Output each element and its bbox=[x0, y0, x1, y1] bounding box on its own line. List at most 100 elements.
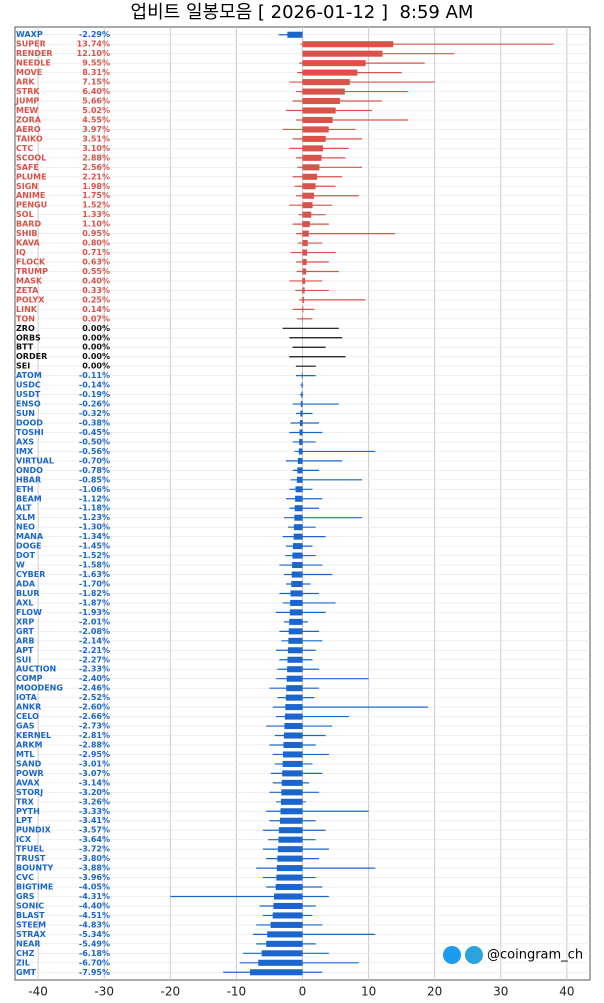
ticker-label: BIGTIME bbox=[16, 883, 53, 892]
bar bbox=[303, 51, 383, 57]
ticker-label: ZRO bbox=[16, 324, 35, 333]
value-label: -5.49% bbox=[79, 939, 110, 948]
bar bbox=[292, 571, 303, 577]
ticker-label: MASK bbox=[16, 276, 43, 285]
ticker-label: STEEM bbox=[16, 920, 46, 929]
ticker-label: NEEDLE bbox=[16, 59, 51, 68]
ticker-label: XRP bbox=[16, 617, 34, 626]
bar bbox=[301, 392, 302, 398]
value-label: -1.58% bbox=[79, 561, 110, 570]
ticker-label: SCOOL bbox=[16, 153, 46, 162]
bar bbox=[302, 373, 303, 379]
value-label: 4.55% bbox=[82, 115, 110, 124]
x-tick-label: -10 bbox=[227, 985, 247, 999]
ticker-label: PYTH bbox=[16, 807, 40, 816]
bar bbox=[294, 524, 303, 530]
bar bbox=[281, 799, 303, 805]
ticker-label: CVC bbox=[16, 873, 34, 882]
ticker-label: BTT bbox=[16, 343, 34, 352]
bar bbox=[292, 553, 302, 559]
bar bbox=[301, 401, 303, 407]
value-label: -2.73% bbox=[79, 722, 110, 731]
twitter-icon bbox=[443, 946, 461, 964]
ticker-label: TRX bbox=[16, 797, 35, 806]
telegram-icon bbox=[465, 946, 483, 964]
ticker-label: ONDO bbox=[16, 466, 43, 475]
ticker-label: DOT bbox=[16, 551, 35, 560]
bar bbox=[280, 808, 302, 814]
bar bbox=[273, 912, 303, 918]
ticker-label: XLM bbox=[16, 513, 35, 522]
value-label: 0.55% bbox=[82, 267, 110, 276]
bar bbox=[303, 202, 313, 208]
ticker-label: MANA bbox=[16, 532, 44, 541]
ticker-label: TON bbox=[16, 314, 35, 323]
bar bbox=[303, 297, 305, 303]
bar bbox=[303, 126, 329, 132]
value-label: -3.41% bbox=[79, 816, 110, 825]
bar bbox=[290, 590, 302, 596]
ticker-label: CELO bbox=[16, 712, 39, 721]
ticker-label: ZETA bbox=[16, 286, 39, 295]
ticker-label: USDC bbox=[16, 381, 41, 390]
x-tick-label: 0 bbox=[299, 985, 307, 999]
ticker-label: GMT bbox=[16, 968, 37, 977]
value-label: -0.56% bbox=[79, 447, 110, 456]
value-label: 3.97% bbox=[82, 125, 110, 134]
bar bbox=[267, 931, 302, 937]
value-label: 1.10% bbox=[82, 220, 110, 229]
value-label: 0.25% bbox=[82, 295, 110, 304]
bar bbox=[287, 666, 302, 672]
ticker-label: ADA bbox=[16, 579, 36, 588]
bar bbox=[294, 534, 303, 540]
bar bbox=[303, 306, 304, 312]
value-label: -0.26% bbox=[79, 400, 110, 409]
value-label: 12.10% bbox=[77, 49, 110, 58]
value-label: -3.33% bbox=[79, 807, 110, 816]
value-label: 1.52% bbox=[82, 201, 110, 210]
bar bbox=[303, 117, 333, 123]
bar bbox=[303, 183, 316, 189]
bar bbox=[282, 770, 302, 776]
value-label: 0.14% bbox=[82, 305, 110, 314]
bar bbox=[303, 259, 307, 265]
value-label: -2.46% bbox=[79, 684, 110, 693]
ticker-label: ARK bbox=[16, 78, 35, 87]
value-label: -1.82% bbox=[79, 589, 110, 598]
ticker-label: PUNDIX bbox=[16, 826, 52, 835]
bar bbox=[286, 685, 302, 691]
bar bbox=[273, 903, 302, 909]
value-label: 13.74% bbox=[77, 40, 110, 49]
value-label: 6.40% bbox=[82, 87, 110, 96]
ticker-label: TOSHI bbox=[16, 428, 44, 437]
value-label: -2.81% bbox=[79, 731, 110, 740]
watermark: @coingram_ch bbox=[443, 946, 583, 964]
ticker-label: ANIME bbox=[16, 191, 45, 200]
value-label: 2.56% bbox=[82, 163, 110, 172]
bar bbox=[292, 562, 302, 568]
value-label: -2.29% bbox=[79, 30, 110, 39]
ticker-label: SAFE bbox=[16, 163, 39, 172]
ticker-label: SAND bbox=[16, 759, 42, 768]
bar bbox=[299, 448, 303, 454]
bar bbox=[274, 893, 302, 899]
value-label: -1.06% bbox=[79, 485, 110, 494]
value-label: 0.00% bbox=[82, 352, 110, 361]
bar bbox=[285, 704, 302, 710]
value-label: 9.55% bbox=[82, 59, 110, 68]
bar bbox=[303, 268, 307, 274]
ticker-label: CYBER bbox=[16, 570, 45, 579]
bar bbox=[300, 420, 303, 426]
ticker-label: STRK bbox=[16, 87, 40, 96]
ticker-label: ORDER bbox=[16, 352, 47, 361]
bar bbox=[288, 638, 302, 644]
bar bbox=[288, 647, 303, 653]
value-label: -0.45% bbox=[79, 428, 110, 437]
value-label: -4.05% bbox=[79, 883, 110, 892]
bar bbox=[303, 174, 318, 180]
value-label: 0.63% bbox=[82, 258, 110, 267]
value-label: -1.12% bbox=[79, 494, 110, 503]
ticker-label: CTC bbox=[16, 144, 33, 153]
ticker-label: COMP bbox=[16, 674, 43, 683]
